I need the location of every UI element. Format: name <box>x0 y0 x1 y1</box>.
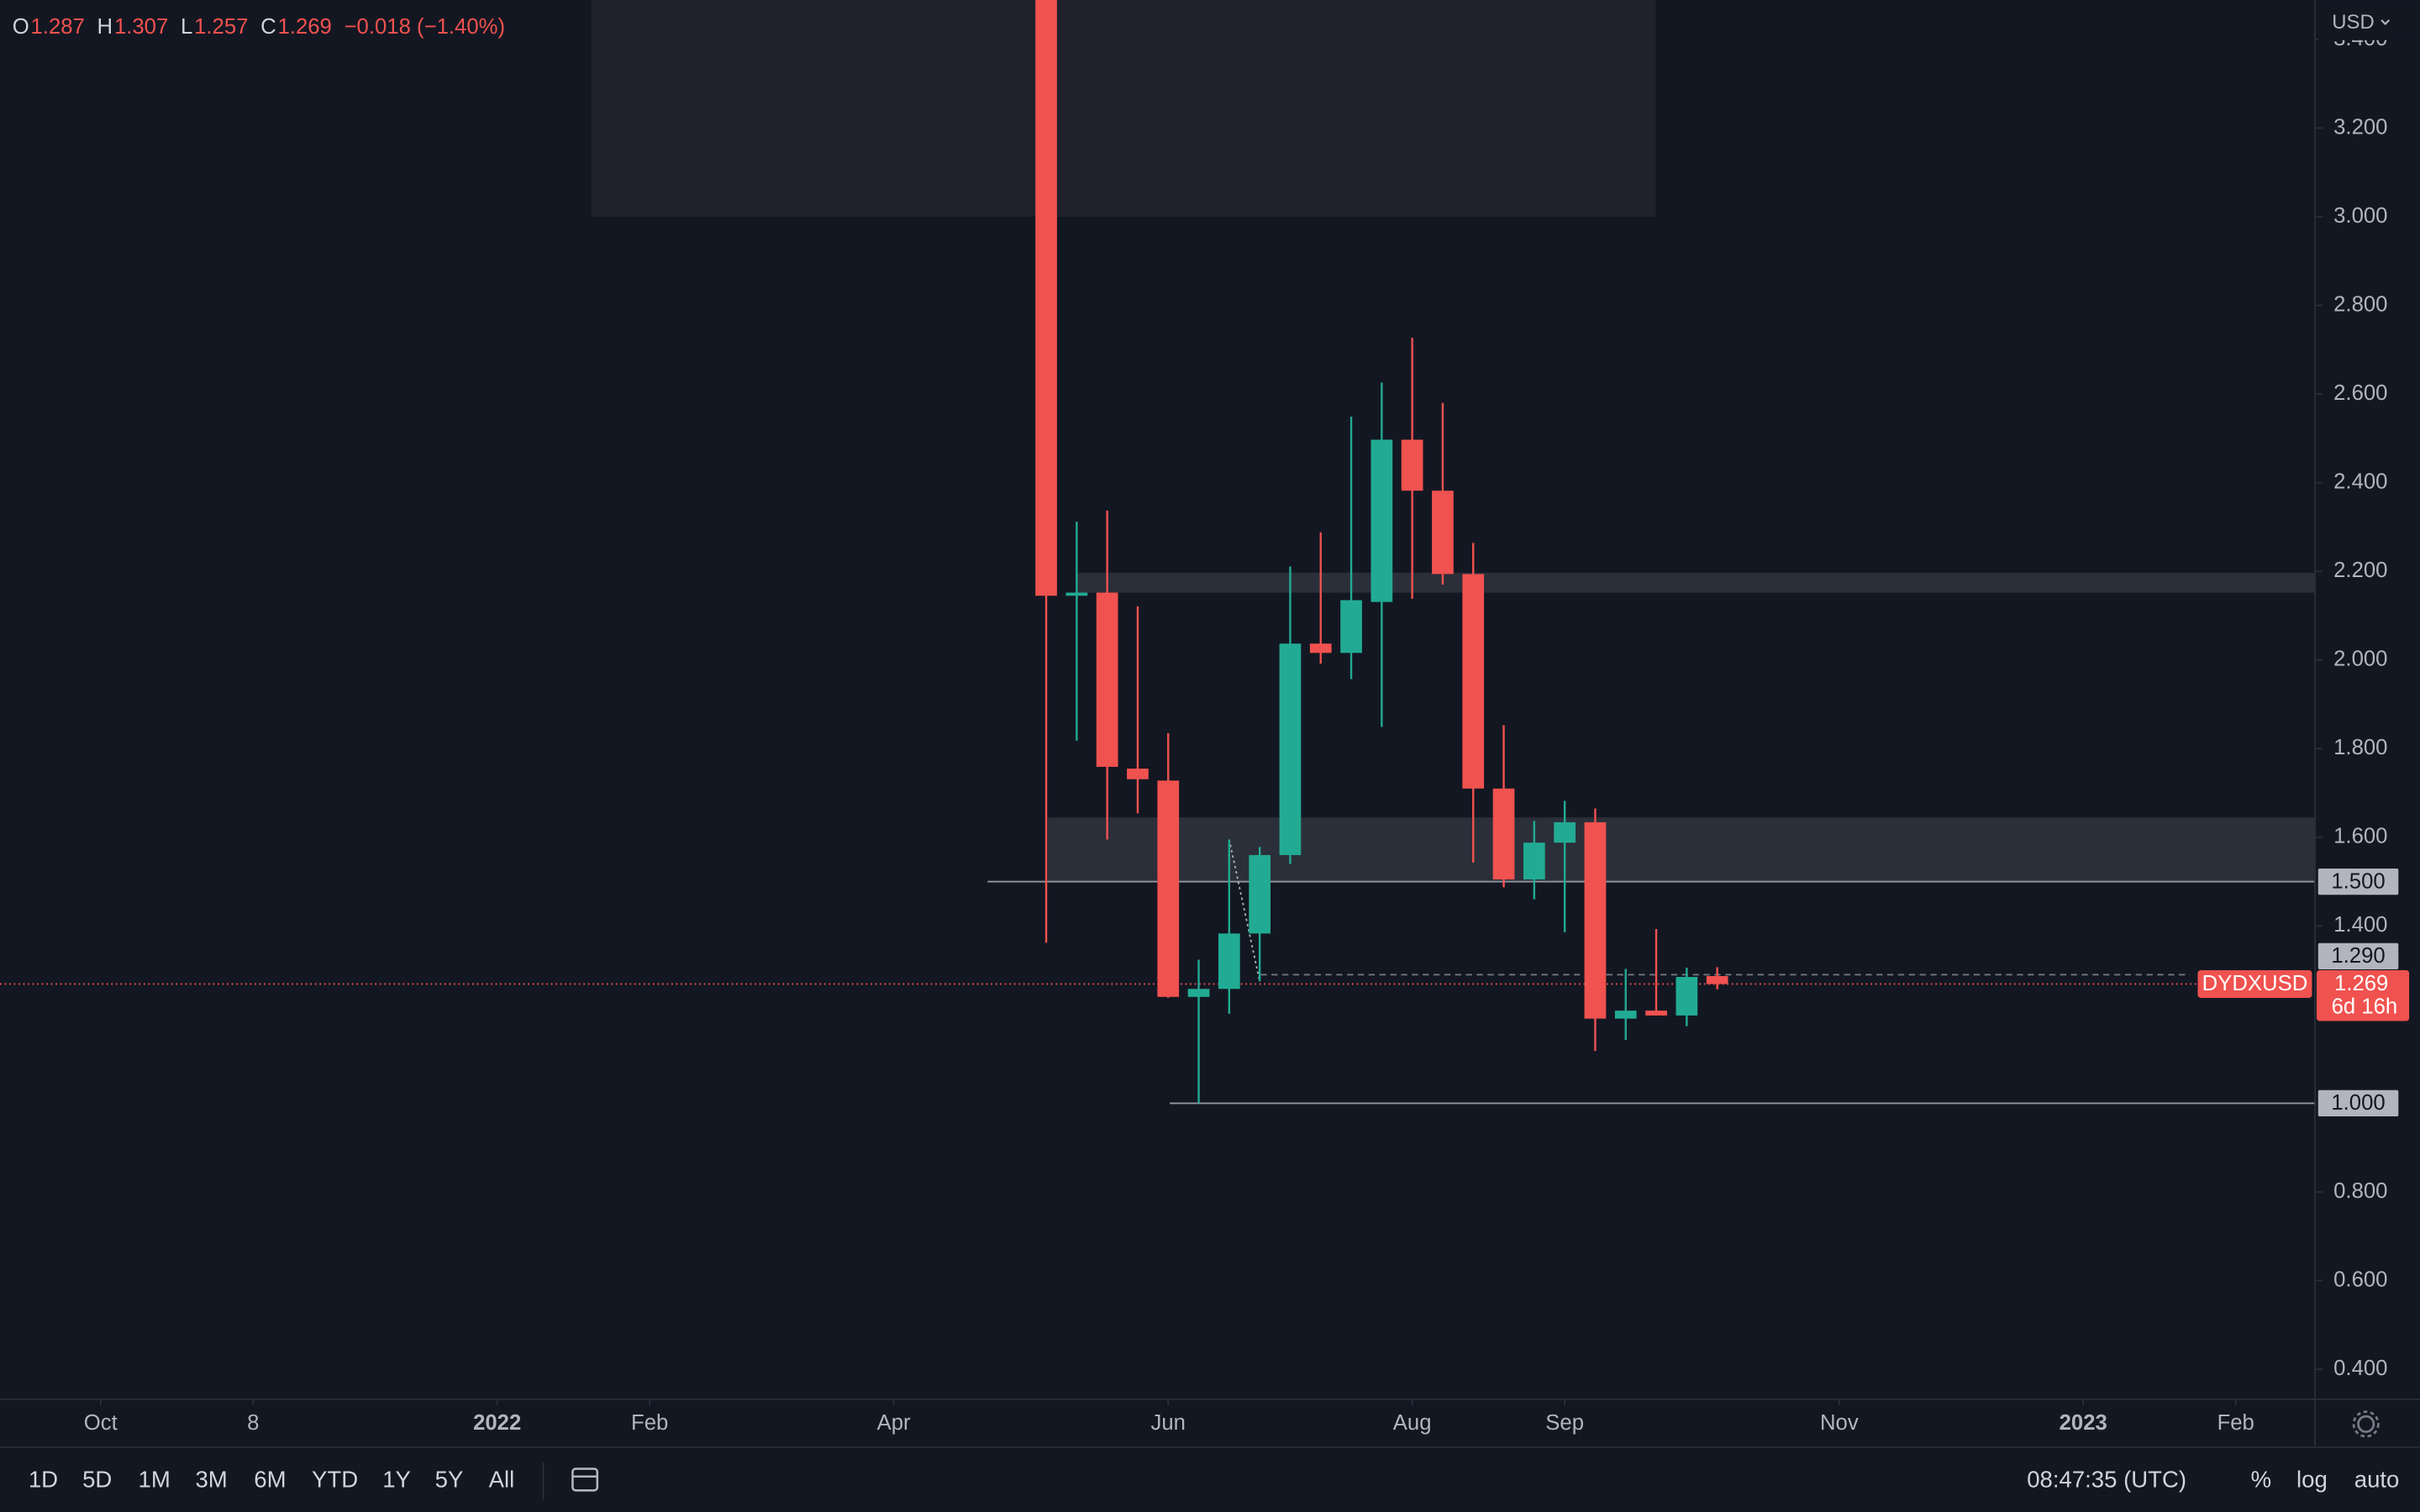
y-tick-label: 1.400 <box>2333 913 2387 937</box>
ohlc-value: 1.257 <box>194 15 248 39</box>
candle-body <box>1279 643 1302 855</box>
candle-body <box>1401 439 1423 491</box>
ohlc-key: C <box>260 15 276 39</box>
candle-body <box>1614 1011 1637 1019</box>
scale-option[interactable]: auto <box>2354 1467 2400 1493</box>
range-button[interactable]: 5D <box>82 1467 112 1493</box>
x-tick-label: Jun <box>1151 1411 1186 1435</box>
range-button[interactable]: 5Y <box>435 1467 464 1493</box>
x-tick-label: Apr <box>877 1411 911 1435</box>
candle-body <box>1370 439 1393 602</box>
symbol-tag <box>2197 969 2312 999</box>
y-tick-label: 2.000 <box>2333 648 2387 671</box>
currency-caret <box>2381 19 2391 26</box>
ohlc-value: 1.269 <box>278 15 332 39</box>
currency-label[interactable]: USD <box>2332 11 2374 34</box>
x-tick-label: Feb <box>631 1411 668 1435</box>
candle-body <box>1492 788 1515 879</box>
ohlc-value: 1.307 <box>114 15 168 39</box>
x-tick-label: 2022 <box>473 1411 521 1435</box>
clock[interactable]: 08:47:35 (UTC) <box>2027 1467 2186 1493</box>
x-tick-label: 8 <box>247 1411 259 1435</box>
x-tick-label: Feb <box>2217 1411 2254 1435</box>
range-button[interactable]: 3M <box>195 1467 227 1493</box>
axes: 0.400 0.600 0.800 1.400 1.600 1.800 2.000 2.200… <box>84 27 2410 1435</box>
currency-box <box>2317 6 2420 40</box>
candle-body <box>1127 769 1149 780</box>
symbol-label: DYDXUSD <box>2202 972 2308 995</box>
candle-body <box>1706 975 1728 984</box>
candle-body <box>1249 854 1271 934</box>
y-tick-label: 0.800 <box>2333 1179 2387 1203</box>
candle-body <box>1187 989 1210 997</box>
trend-line <box>1228 839 1261 982</box>
range-button[interactable]: All <box>489 1467 515 1493</box>
y-tick-label: 2.200 <box>2333 559 2387 582</box>
level-tag-label: 1.500 <box>2331 869 2385 893</box>
ohlc-value: 1.287 <box>31 15 85 39</box>
candle-body <box>1157 780 1180 997</box>
x-tick-label: Aug <box>1393 1411 1432 1435</box>
x-tick-label: 2023 <box>2060 1411 2107 1435</box>
candle-body <box>1096 592 1118 767</box>
last-price-label: 1.269 <box>2334 972 2388 995</box>
candle-body <box>1584 822 1607 1019</box>
candle-body <box>1432 491 1454 575</box>
candle-body <box>1554 822 1576 843</box>
y-tick-label: 2.400 <box>2333 470 2387 493</box>
candle-body <box>1035 0 1057 596</box>
candle-body <box>1676 977 1698 1016</box>
level-tag-label: 1.290 <box>2331 944 2385 968</box>
y-tick-label: 2.600 <box>2333 381 2387 405</box>
change-value: −0.018 (−1.40%) <box>345 15 505 39</box>
y-tick-label: 3.000 <box>2333 204 2387 228</box>
x-tick-label: Nov <box>1820 1411 1859 1435</box>
y-tick-label: 3.200 <box>2333 115 2387 139</box>
candle-body <box>1645 1011 1667 1016</box>
ohlc-key: H <box>97 15 113 39</box>
level-tag-label: 1.000 <box>2331 1091 2385 1115</box>
y-tick-label: 1.800 <box>2333 736 2387 759</box>
range-button[interactable]: 6M <box>254 1467 286 1493</box>
y-tick-label: 0.600 <box>2333 1268 2387 1291</box>
ohlc-key: O <box>13 15 29 39</box>
x-tick-label: Sep <box>1545 1411 1584 1435</box>
zone <box>1076 572 2316 593</box>
range-button[interactable]: 1Y <box>382 1467 411 1493</box>
calendar-icon[interactable] <box>542 1462 599 1500</box>
level-tag <box>2317 1089 2399 1117</box>
plot-area <box>0 0 2316 1105</box>
range-button[interactable]: 1D <box>29 1467 58 1493</box>
candle-body <box>1523 843 1545 879</box>
y-tick-label: 1.600 <box>2333 825 2387 848</box>
zone <box>1047 817 2316 882</box>
candle-body <box>1462 574 1485 789</box>
level-tag <box>2317 942 2399 970</box>
zone <box>591 0 1656 218</box>
candle-body <box>1065 592 1088 596</box>
candle-body <box>1340 600 1362 654</box>
scale-option[interactable]: log <box>2296 1467 2328 1493</box>
toolbar: O 1.287 H 1.307 L 1.257 C 1.269 −0.018 (−1.40%) U… <box>13 6 2420 1493</box>
y-tick-label: 2.800 <box>2333 292 2387 316</box>
range-button[interactable]: 1M <box>139 1467 171 1493</box>
x-tick-label: Oct <box>84 1411 118 1435</box>
candle-body <box>1309 643 1332 654</box>
scale-option[interactable]: % <box>2251 1467 2272 1493</box>
countdown-label: 6d 16h <box>2332 995 2398 1019</box>
y-tick-label: 0.400 <box>2333 1357 2387 1380</box>
range-button[interactable]: YTD <box>312 1467 358 1493</box>
ohlc-key: L <box>181 15 192 39</box>
level-tag <box>2317 868 2399 895</box>
candle-body <box>1218 933 1240 990</box>
settings-icon[interactable] <box>2352 1410 2380 1438</box>
last-price-tag <box>2316 969 2410 1021</box>
